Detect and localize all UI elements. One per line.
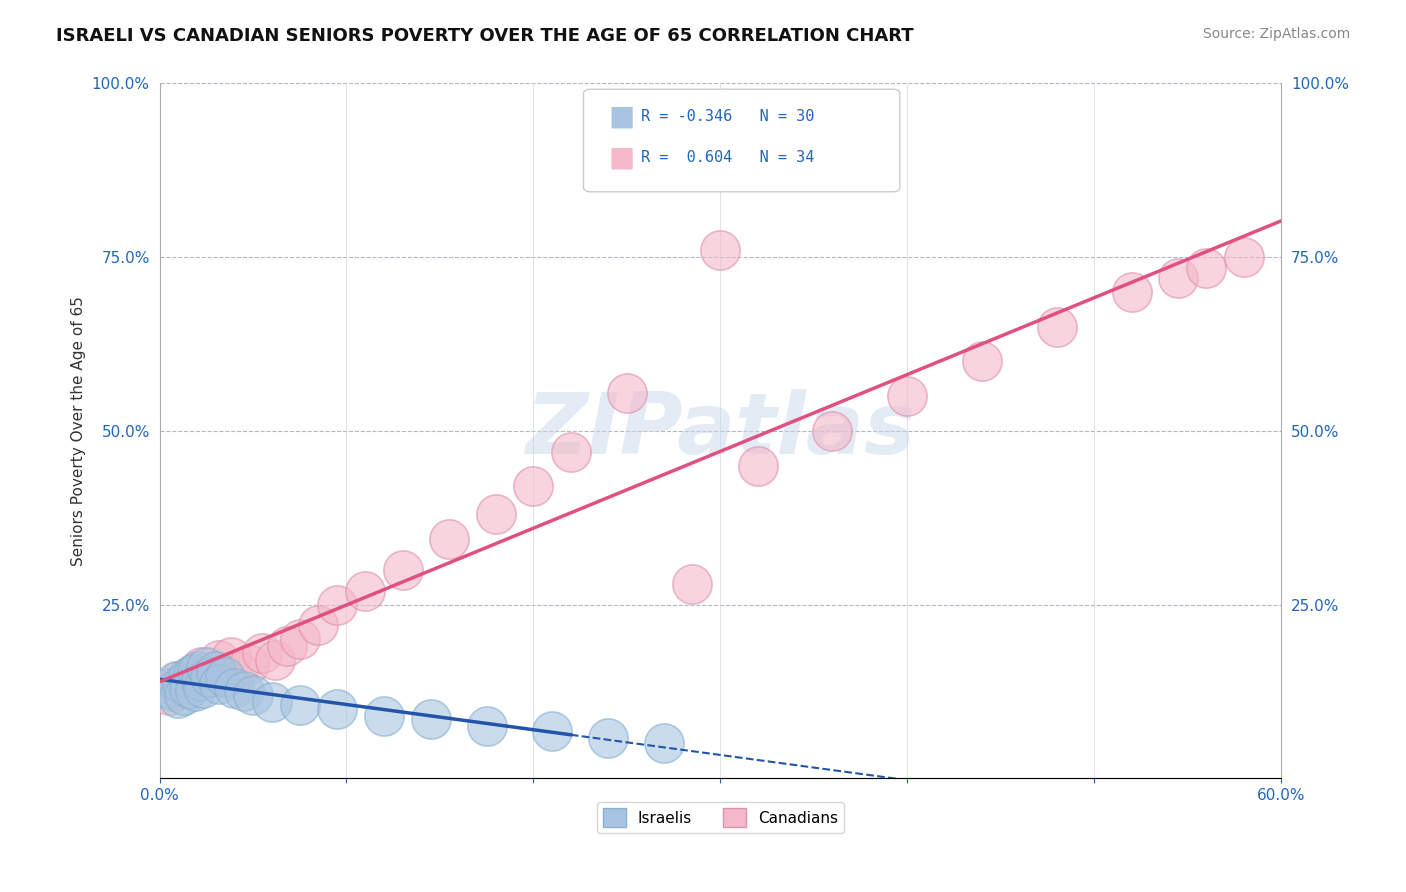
- Point: [326, 598, 349, 612]
- Point: [252, 646, 274, 660]
- Point: [173, 688, 195, 702]
- Y-axis label: Seniors Poverty Over the Age of 65: Seniors Poverty Over the Age of 65: [72, 296, 86, 566]
- Point: [232, 684, 254, 698]
- Text: R = -0.346   N = 30: R = -0.346 N = 30: [641, 110, 814, 124]
- Point: [288, 698, 311, 713]
- Point: [475, 719, 498, 733]
- Point: [198, 671, 221, 685]
- Legend: Israelis, Canadians: Israelis, Canadians: [596, 802, 844, 833]
- Point: [195, 660, 218, 674]
- Text: ISRAELI VS CANADIAN SENIORS POVERTY OVER THE AGE OF 65 CORRELATION CHART: ISRAELI VS CANADIAN SENIORS POVERTY OVER…: [56, 27, 914, 45]
- Point: [264, 653, 287, 667]
- Point: [198, 671, 221, 685]
- Point: [208, 653, 231, 667]
- Point: [373, 708, 395, 723]
- Point: [616, 385, 638, 400]
- Point: [307, 618, 329, 632]
- Point: [821, 424, 844, 438]
- Point: [1121, 285, 1143, 299]
- Point: [326, 702, 349, 716]
- Point: [1046, 319, 1069, 334]
- Point: [224, 681, 246, 695]
- Point: [238, 657, 260, 671]
- Point: [214, 671, 236, 685]
- Text: Source: ZipAtlas.com: Source: ZipAtlas.com: [1202, 27, 1350, 41]
- Point: [186, 664, 208, 678]
- Point: [970, 354, 993, 368]
- Point: [288, 632, 311, 647]
- Point: [179, 681, 201, 695]
- Point: [191, 681, 214, 695]
- Point: [157, 681, 180, 695]
- Point: [541, 723, 564, 738]
- Point: [747, 458, 769, 473]
- Point: [242, 688, 264, 702]
- Point: [176, 671, 198, 685]
- Text: ■: ■: [609, 144, 636, 172]
- Point: [560, 444, 582, 458]
- Point: [184, 684, 207, 698]
- Point: [181, 667, 204, 681]
- Point: [167, 673, 190, 688]
- Point: [204, 664, 226, 678]
- Point: [190, 660, 212, 674]
- Point: [181, 667, 204, 681]
- Point: [652, 737, 675, 751]
- Point: [896, 389, 918, 403]
- Text: ZIPatlas: ZIPatlas: [526, 389, 915, 473]
- Point: [260, 695, 283, 709]
- Point: [167, 691, 190, 706]
- Point: [354, 583, 377, 598]
- Point: [157, 688, 180, 702]
- Point: [598, 731, 620, 745]
- Point: [208, 677, 231, 691]
- Text: R =  0.604   N = 34: R = 0.604 N = 34: [641, 151, 814, 165]
- Point: [170, 677, 193, 691]
- Point: [439, 532, 461, 546]
- Point: [276, 639, 298, 653]
- Point: [391, 563, 413, 577]
- Point: [219, 649, 242, 664]
- Point: [709, 243, 731, 257]
- Point: [190, 673, 212, 688]
- Text: ■: ■: [609, 103, 636, 131]
- Point: [1233, 250, 1256, 264]
- Point: [522, 479, 544, 493]
- Point: [226, 664, 249, 678]
- Point: [1167, 271, 1189, 285]
- Point: [485, 507, 508, 521]
- Point: [419, 712, 441, 726]
- Point: [165, 673, 187, 688]
- Point: [162, 684, 184, 698]
- Point: [681, 576, 703, 591]
- Point: [176, 677, 198, 691]
- Point: [1195, 260, 1218, 275]
